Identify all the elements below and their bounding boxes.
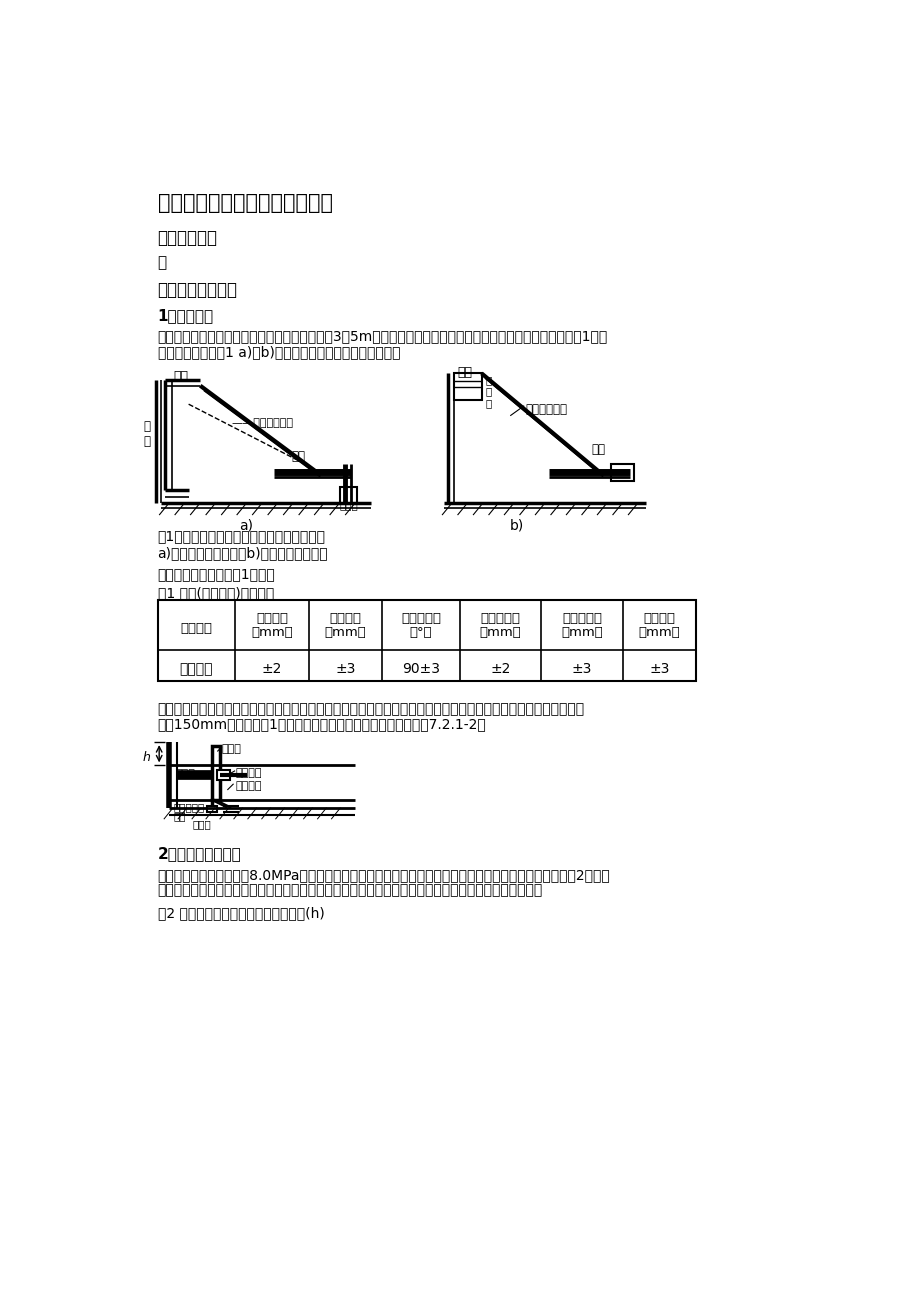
Text: a): a) [239,518,253,533]
Text: 钢杆: 钢杆 [591,443,605,456]
Text: 固定端: 固定端 [339,500,358,510]
Text: 顶面平整度: 顶面平整度 [480,612,520,625]
Text: 撑固定装置，见图1 a)、b)。模板垂直度用垫木模方法调整。: 撑固定装置，见图1 a)、b)。模板垂直度用垫木模方法调整。 [157,345,400,359]
Bar [157,600,696,681]
Text: （mm）: （mm） [561,626,602,639]
Text: ±3: ±3 [649,661,669,676]
Text: 表1 模板(加工矫正)允许偏差: 表1 模板(加工矫正)允许偏差 [157,586,274,600]
Text: 角钢固定支架: 角钢固定支架 [525,402,567,415]
Bar [211,746,220,799]
Text: 一、工程概况: 一、工程概况 [157,229,218,247]
Text: ±2: ±2 [262,661,282,676]
Text: 混凝土路面: 混凝土路面 [173,802,204,812]
Text: ±3: ±3 [571,661,592,676]
Text: 90±3: 90±3 [402,661,439,676]
Text: b): b) [510,518,524,533]
Text: 。达到要求，不能拆除端模时，可空出一块面板，重新起头摊铺，空出的面板待两端均可拆模后再补做。: 。达到要求，不能拆除端模时，可空出一块面板，重新起头摊铺，空出的面板待两端均可拆… [157,883,542,897]
Text: 1、模板支设: 1、模板支设 [157,309,213,323]
Bar [217,769,230,780]
Text: 2、模板拆除及矫正: 2、模板拆除及矫正 [157,846,241,861]
Text: 钢模板的高度应为面板设计厚度，模板长度宜为3～5m。需设置拉杆时，模板应设拉杆插入孔。每米模板应设置1处支: 钢模板的高度应为面板设计厚度，模板长度宜为3～5m。需设置拉杆时，模板应设拉杆插… [157,329,607,344]
Text: ——钢筋固定支架: ——钢筋固定支架 [231,418,293,428]
Text: a)焊接钢筋固定支架；b)焊接角钢固定支架: a)焊接钢筋固定支架；b)焊接角钢固定支架 [157,546,328,560]
Text: ±2: ±2 [490,661,510,676]
Text: 传力杆: 传力杆 [176,769,195,779]
Text: 侧面平整度: 侧面平整度 [562,612,601,625]
Text: 图1（槽）钢模板焊接钢筋或角钢固定示意图: 图1（槽）钢模板焊接钢筋或角钢固定示意图 [157,529,325,543]
Text: 二、质量交底内容: 二、质量交底内容 [157,281,237,299]
Text: 局部变形: 局部变形 [329,612,361,625]
Text: 小于150mm。每米设置1个垂直固定孔套。工作缝端模侧立面见图7.2.1-2。: 小于150mm。每米设置1个垂直固定孔套。工作缝端模侧立面见图7.2.1-2。 [157,717,486,732]
Text: 横向施工缝端模板应按设计规定的传力杆直径和间距设置传力杆插入孔和定位套管。两边缘传力杆到自由边距离不宜: 横向施工缝端模板应按设计规定的传力杆直径和间距设置传力杆插入孔和定位套管。两边缘… [157,702,584,716]
Text: 垂直边夹角: 垂直边夹角 [401,612,440,625]
Text: （°）: （°） [409,626,432,639]
Text: 模板的精确度应符合表1规定。: 模板的精确度应符合表1规定。 [157,568,275,582]
Text: 钢杆: 钢杆 [291,450,305,464]
Text: （mm）: （mm） [638,626,679,639]
Text: 高度偏差: 高度偏差 [255,612,288,625]
Text: h: h [142,751,150,764]
Text: ±3: ±3 [335,661,356,676]
Text: 施工方式: 施工方式 [180,622,212,635]
Text: 基层: 基层 [173,811,186,822]
Text: 槽钢: 槽钢 [173,370,187,383]
Bar [207,806,216,812]
Bar [610,465,633,482]
Bar [454,374,481,400]
Text: 定位套管: 定位套管 [235,768,261,777]
Text: 固
定
钢: 固 定 钢 [485,375,491,408]
Bar [339,487,357,504]
Text: （mm）: （mm） [479,626,521,639]
Text: 槽钢: 槽钢 [457,366,472,379]
Text: 小型机具: 小型机具 [179,661,213,676]
Text: 固定钉: 固定钉 [192,819,211,829]
Text: 竖
管: 竖 管 [143,419,151,448]
Text: （mm）: （mm） [324,626,366,639]
Text: 纵向变形: 纵向变形 [642,612,675,625]
Text: 当混凝土抗压强度不小于8.0MPa方可拆模。当缺乏强度实测数据时，边侧模板的允许最早拆模时间宜符合表2的规定: 当混凝土抗压强度不小于8.0MPa方可拆模。当缺乏强度实测数据时，边侧模板的允许… [157,867,609,881]
Text: （mm）: （mm） [251,626,292,639]
Text: 支撑模架: 支撑模架 [235,781,261,790]
Text: 钢端模: 钢端模 [221,743,242,754]
Text: 略: 略 [157,255,166,270]
Text: 厂区道路及过路管施工技术交底: 厂区道路及过路管施工技术交底 [157,193,333,214]
Text: 表2 混凝土路面板的允许最早拆模时间(h): 表2 混凝土路面板的允许最早拆模时间(h) [157,906,324,921]
